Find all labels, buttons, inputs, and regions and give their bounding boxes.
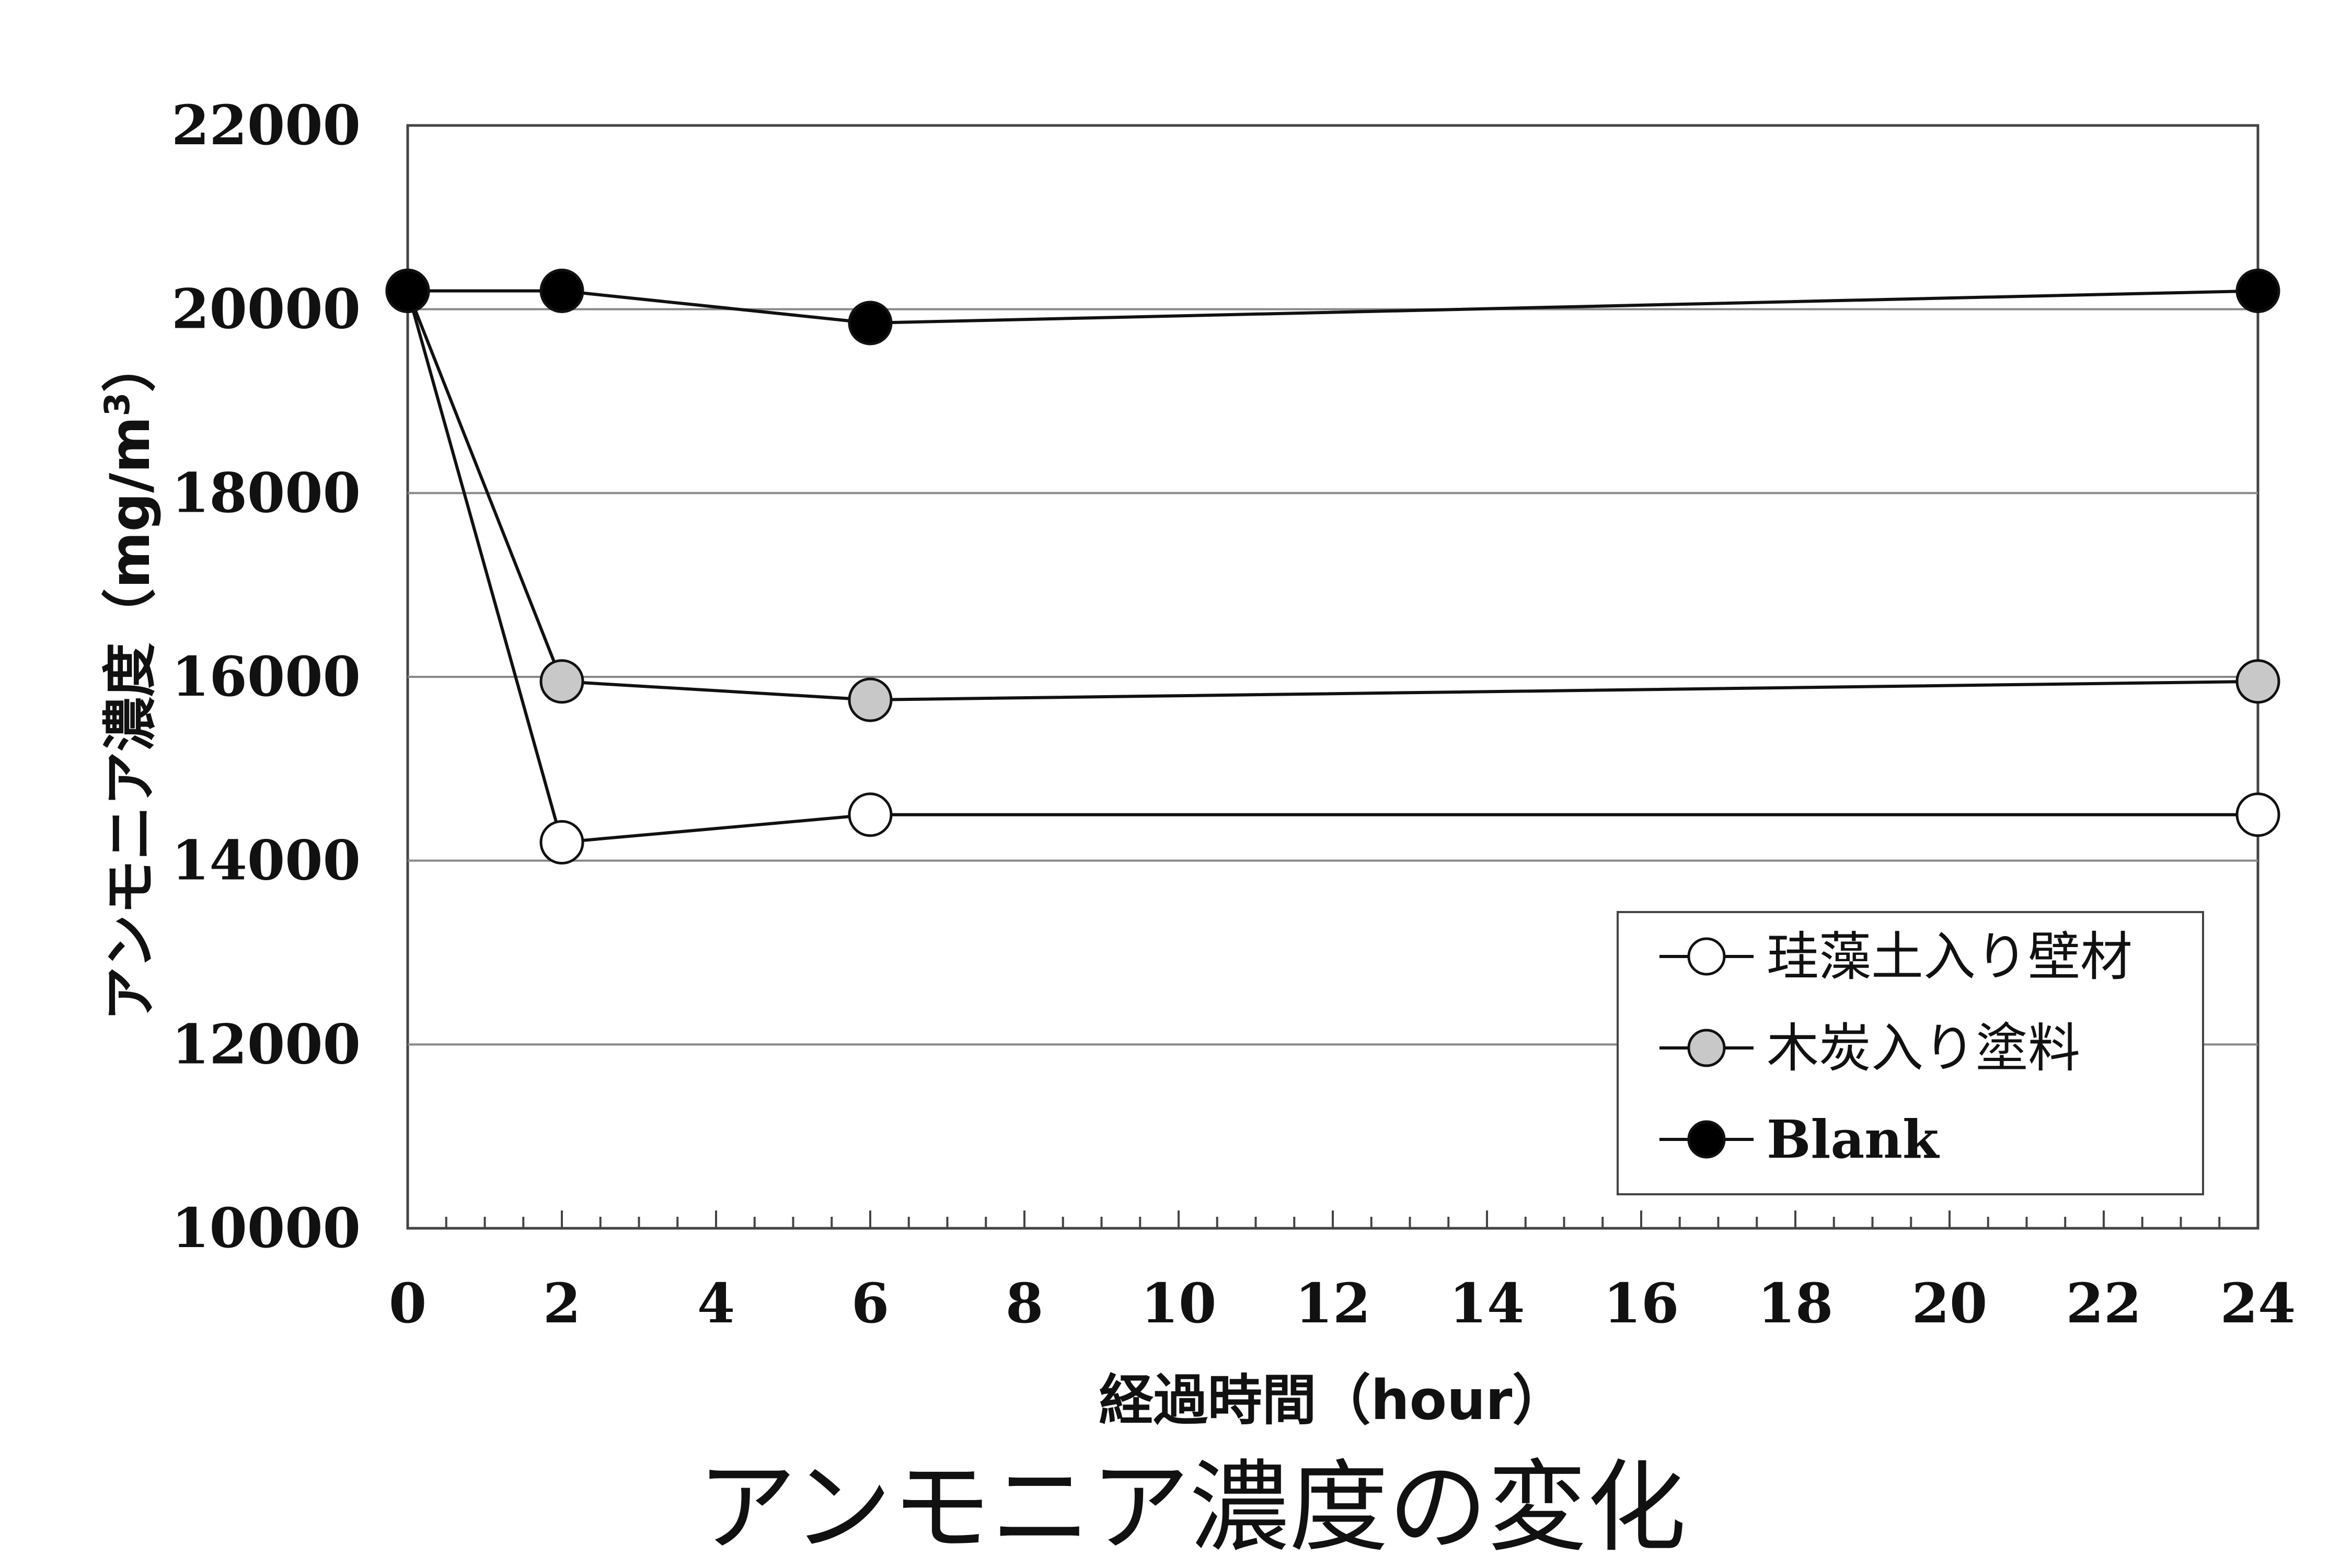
y-tick-label: 18000 xyxy=(171,460,361,525)
y-axis-label-main: アンモニア濃度（mg/m xyxy=(98,416,162,1021)
data-point xyxy=(539,659,584,704)
x-tick-label: 0 xyxy=(389,1271,426,1335)
x-tick-label: 4 xyxy=(697,1271,735,1335)
data-point xyxy=(539,820,584,864)
series-line xyxy=(406,290,2258,844)
legend-label: 珪藻土入り壁材 xyxy=(1767,926,2132,987)
y-axis-label-close: ） xyxy=(98,338,162,393)
y-axis-label: アンモニア濃度（mg/m3） xyxy=(97,338,163,1021)
x-tick-label: 16 xyxy=(1604,1271,1679,1335)
chart-title: アンモニア濃度の変化 xyxy=(697,1450,1686,1565)
series-0 xyxy=(385,269,2280,864)
x-axis-ticks: 0 2 4 6 8 10 12 14 16 18 20 22 24 xyxy=(389,1210,2296,1335)
series-line xyxy=(408,289,2258,325)
data-point xyxy=(2235,659,2280,704)
data-point xyxy=(848,677,893,722)
x-tick-label: 2 xyxy=(543,1271,581,1335)
legend-marker xyxy=(1687,1029,1726,1067)
data-point xyxy=(848,301,893,345)
data-point xyxy=(539,269,584,313)
y-tick-label: 16000 xyxy=(171,644,361,709)
y-tick-label: 22000 xyxy=(171,93,361,157)
x-tick-label: 18 xyxy=(1758,1271,1834,1335)
y-tick-label: 14000 xyxy=(171,828,361,893)
legend-marker xyxy=(1687,1120,1726,1159)
x-axis-label: 経過時間（hour） xyxy=(1099,1368,1567,1432)
series-2 xyxy=(385,269,2280,345)
series-1 xyxy=(385,269,2280,722)
y-axis-ticks: 10000 12000 14000 16000 18000 20000 22000 xyxy=(171,93,361,1260)
x-tick-label: 20 xyxy=(1912,1271,1988,1335)
y-tick-label: 10000 xyxy=(171,1196,361,1260)
data-point xyxy=(385,269,430,313)
x-tick-label: 14 xyxy=(1449,1271,1525,1335)
x-tick-label: 12 xyxy=(1295,1271,1371,1335)
legend-label: 木炭入り塗料 xyxy=(1767,1018,2080,1079)
data-point xyxy=(2235,792,2280,837)
x-tick-label: 8 xyxy=(1006,1271,1043,1335)
data-point xyxy=(2235,269,2280,313)
data-point xyxy=(848,792,893,837)
x-tick-label: 6 xyxy=(851,1271,889,1335)
y-axis-label-superscript: 3 xyxy=(97,393,137,417)
x-tick-label: 24 xyxy=(2220,1271,2296,1335)
y-tick-label: 12000 xyxy=(171,1012,361,1076)
x-tick-label: 10 xyxy=(1141,1271,1217,1335)
x-tick-label: 22 xyxy=(2066,1271,2142,1335)
series-group xyxy=(385,269,2280,864)
series-line xyxy=(406,290,2258,701)
y-tick-label: 20000 xyxy=(171,277,361,341)
legend-marker xyxy=(1687,937,1726,976)
legend-label: Blank xyxy=(1767,1109,1940,1170)
